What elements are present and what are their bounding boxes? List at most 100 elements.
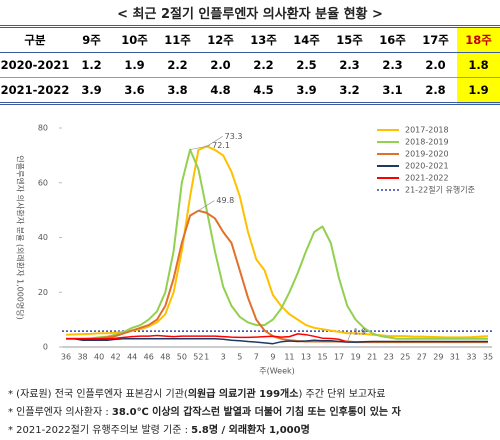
x-tick-label: 15 (317, 353, 327, 362)
label-leader (347, 331, 352, 342)
header-cell: 17주 (414, 25, 457, 53)
x-tick-label: 44 (127, 353, 137, 362)
x-tick-label: 52 (193, 353, 203, 362)
header-cell: 9주 (70, 25, 113, 53)
y-tick-label: 80 (38, 124, 48, 133)
table-cell: 2021-2022 (0, 77, 70, 105)
series-line (66, 209, 488, 344)
header-cell: 15주 (328, 25, 371, 53)
x-tick-label: 42 (111, 353, 121, 362)
note-text: * 인플루엔자 의사환자 : (8, 407, 112, 418)
note-text: 의원급 의료기관 199개소 (187, 389, 299, 400)
data-label: 1.9 (353, 327, 366, 336)
header-cell: 10주 (113, 25, 156, 53)
x-tick-label: 3 (221, 353, 226, 362)
legend-label: 2020-2021 (405, 162, 449, 171)
table-row: 2020-2021 1.2 1.9 2.2 2.0 2.2 2.5 2.3 2.3 2.0 1.8 (0, 52, 500, 78)
table-cell: 1.8 (457, 52, 500, 78)
note: * 2021-2022절기 유행주의보 발령 기준 : 5.8명 / 외래환자 … (8, 422, 498, 440)
header-cell: 11주 (156, 25, 199, 53)
table-cell: 2.3 (371, 52, 414, 78)
table-cell: 3.9 (285, 77, 328, 105)
table-cell: 1.9 (457, 77, 500, 105)
header-cell: 14주 (285, 25, 328, 53)
x-tick-label: 33 (466, 353, 476, 362)
header-cell: 12주 (199, 25, 242, 53)
x-tick-label: 11 (284, 353, 294, 362)
note: * (자료원) 전국 인플루엔자 표본감시 기관(의원급 의료기관 199개소)… (8, 386, 498, 404)
table-cell: 3.6 (113, 77, 156, 105)
table-cell: 4.8 (199, 77, 242, 105)
legend-label: 21-22절기 유행기준 (405, 185, 475, 195)
label-leader (190, 145, 211, 150)
legend-label: 2017-2018 (405, 126, 449, 135)
x-tick-label: 5 (237, 353, 242, 362)
page-title: < 최근 2절기 인플루엔자 의사환자 분율 현황 > (117, 7, 383, 22)
legend-label: 2018-2019 (405, 138, 449, 147)
header-cell: 16주 (371, 25, 414, 53)
x-tick-label: 31 (450, 353, 460, 362)
table-cell: 2.5 (285, 52, 328, 78)
data-label: 49.8 (216, 196, 234, 205)
notes: * (자료원) 전국 인플루엔자 표본감시 기관(의원급 의료기관 199개소)… (8, 386, 498, 440)
data-label: 73.3 (225, 132, 243, 141)
table-cell: 1.2 (70, 52, 113, 78)
table-cell: 4.5 (242, 77, 285, 105)
x-tick-label: 25 (400, 353, 410, 362)
x-tick-label: 1 (204, 353, 209, 362)
table-row: 2021-2022 3.9 3.6 3.8 4.8 4.5 3.9 3.2 3.1 2.8 1.9 (0, 77, 500, 105)
x-tick-label: 29 (433, 353, 443, 362)
header-cell: 18주 (457, 25, 500, 53)
note-text: 5.8명 / 외래환자 1,000명 (191, 425, 310, 436)
legend-label: 2019-2020 (405, 150, 449, 159)
x-tick-label: 21 (367, 353, 377, 362)
legend-label: 2021-2022 (405, 174, 449, 183)
table-cell: 2.3 (328, 52, 371, 78)
table-cell: 2.0 (414, 52, 457, 78)
table-cell: 2.8 (414, 77, 457, 105)
header-cell: 13주 (242, 25, 285, 53)
table-cell: 1.9 (113, 52, 156, 78)
label-leader (198, 200, 215, 211)
table-cell: 3.9 (70, 77, 113, 105)
x-tick-label: 46 (144, 353, 154, 362)
table-cell: 2.2 (156, 52, 199, 78)
label-leader (206, 136, 223, 147)
x-tick-label: 27 (417, 353, 427, 362)
series-line (66, 338, 488, 345)
note-text: * (자료원) 전국 인플루엔자 표본감시 기관( (8, 389, 188, 400)
header-cell: 구분 (0, 25, 70, 53)
table-cell: 3.8 (156, 77, 199, 105)
x-axis-label: 주(Week) (259, 367, 295, 376)
table-cell: 2020-2021 (0, 52, 70, 78)
note-text: 38.0℃ 이상의 갑작스런 발열과 더불어 기침 또는 인후통이 있는 자 (111, 407, 401, 418)
x-tick-label: 35 (483, 353, 493, 362)
y-tick-label: 0 (43, 343, 48, 352)
x-tick-label: 36 (61, 353, 71, 362)
note: * 인플루엔자 의사환자 : 38.0℃ 이상의 갑작스런 발열과 더불어 기침… (8, 404, 498, 422)
data-table: 구분 9주 10주 11주 12주 13주 14주 15주 16주 17주 18주 2020-2021… (0, 25, 500, 105)
table-cell: 3.2 (328, 77, 371, 105)
note-text: ) 주간 단위 보고자료 (298, 389, 386, 400)
x-tick-label: 13 (301, 353, 311, 362)
table-cell: 3.1 (371, 77, 414, 105)
series-line (66, 148, 488, 340)
series-line (66, 333, 348, 343)
x-tick-label: 40 (94, 353, 104, 362)
y-tick-label: 40 (38, 233, 48, 242)
y-axis-label: 인플루엔자 의사환자 분율 (외래환자 1,000명당) (16, 155, 26, 319)
x-tick-label: 7 (254, 353, 259, 362)
note-text: * 2021-2022절기 유행주의보 발령 기준 : (8, 425, 192, 436)
x-tick-label: 9 (270, 353, 275, 362)
table-cell: 2.2 (242, 52, 285, 78)
x-tick-label: 17 (334, 353, 344, 362)
x-tick-label: 48 (160, 353, 170, 362)
x-tick-label: 50 (177, 353, 187, 362)
x-tick-label: 38 (77, 353, 87, 362)
x-tick-label: 19 (351, 353, 361, 362)
data-label: 72.1 (212, 141, 230, 150)
y-tick-label: 60 (38, 178, 48, 187)
x-tick-label: 23 (384, 353, 394, 362)
